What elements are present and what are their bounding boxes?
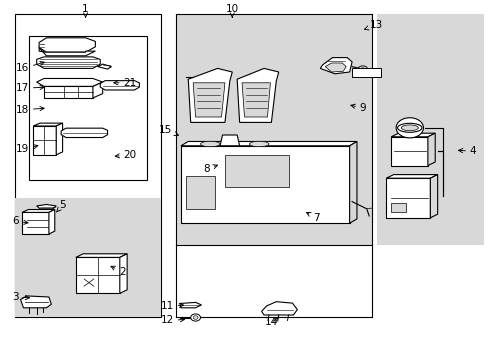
Text: 18: 18 [16,105,44,115]
Bar [351,68,381,77]
Bar [176,245,371,317]
Text: 15: 15 [159,125,178,135]
Polygon shape [33,123,62,126]
Text: 4: 4 [458,146,475,156]
Text: 12: 12 [161,315,184,325]
Text: 19: 19 [16,144,38,154]
Text: 21: 21 [114,78,136,88]
Polygon shape [325,63,346,72]
Circle shape [190,314,200,321]
Text: 20: 20 [115,150,136,160]
Text: 13: 13 [364,20,382,30]
Polygon shape [242,83,270,117]
Polygon shape [193,83,224,117]
Text: 8: 8 [203,164,217,174]
Polygon shape [349,141,356,223]
Ellipse shape [397,123,421,132]
Polygon shape [386,178,429,218]
Polygon shape [237,68,278,122]
Polygon shape [224,155,288,187]
Polygon shape [261,302,297,315]
Polygon shape [76,257,120,293]
Ellipse shape [400,125,418,131]
Polygon shape [181,146,349,223]
Polygon shape [49,210,55,234]
Polygon shape [190,141,225,149]
Text: 17: 17 [16,83,44,93]
Text: 7: 7 [306,212,319,223]
Text: 2: 2 [111,266,125,277]
Text: 9: 9 [350,103,366,113]
Text: 10: 10 [225,4,238,17]
Polygon shape [22,210,55,212]
Polygon shape [100,81,139,90]
Polygon shape [37,78,102,86]
Text: 14: 14 [264,317,278,327]
Polygon shape [37,57,100,68]
Circle shape [357,66,367,73]
Polygon shape [185,176,215,209]
Circle shape [360,68,365,71]
Ellipse shape [249,141,268,147]
Polygon shape [220,135,239,146]
Polygon shape [61,128,107,138]
Polygon shape [120,254,127,293]
Polygon shape [390,203,405,212]
Polygon shape [181,141,356,146]
Polygon shape [20,296,51,308]
Text: 5: 5 [56,200,66,212]
Polygon shape [320,58,351,74]
Ellipse shape [200,141,220,147]
Text: 6: 6 [12,216,28,226]
Polygon shape [22,212,49,234]
Circle shape [395,118,423,138]
Polygon shape [386,175,437,178]
Polygon shape [39,48,95,56]
Text: 3: 3 [12,292,29,302]
Text: 16: 16 [16,62,44,73]
Bar [15,198,161,317]
Polygon shape [390,137,427,166]
Polygon shape [37,204,56,209]
Polygon shape [93,82,102,98]
Polygon shape [429,175,437,218]
Polygon shape [39,38,95,52]
Polygon shape [33,126,56,155]
Polygon shape [98,64,111,69]
Polygon shape [427,133,434,166]
Bar [176,14,371,245]
Polygon shape [44,86,93,98]
Bar [29,36,146,180]
Polygon shape [390,133,434,137]
Circle shape [193,316,198,319]
Polygon shape [76,254,127,257]
Polygon shape [188,68,232,122]
Bar [376,14,483,245]
Polygon shape [56,123,62,155]
Bar [15,14,161,317]
Polygon shape [180,302,201,308]
Text: 1: 1 [82,4,89,17]
Text: 11: 11 [161,301,183,311]
